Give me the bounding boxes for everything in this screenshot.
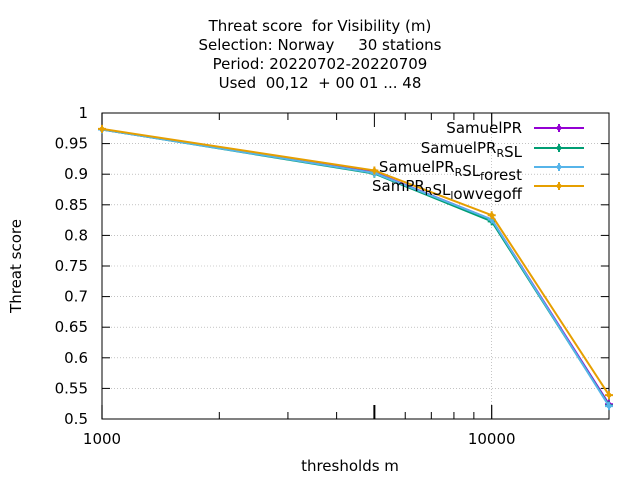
legend-marker	[556, 145, 562, 151]
y-tick-label: 0.5	[64, 410, 88, 428]
y-tick-label: 0.55	[55, 379, 88, 397]
legend-label: SamPRRSLlowvegoff	[372, 177, 523, 203]
y-tick-label: 0.95	[55, 135, 88, 153]
legend: SamuelPR SamuelPRRSLSamuelPRRSLforestSamP…	[372, 119, 584, 203]
data-point	[606, 403, 612, 409]
title-line-2: Selection: Norway 30 stations	[198, 36, 442, 54]
legend-entry-4: SamPRRSLlowvegoff	[372, 177, 584, 203]
x-tick-label: 10000	[468, 430, 516, 448]
legend-entry-1: SamuelPR	[446, 119, 584, 137]
title-line-4: Used 00,12 + 00 01 ... 48	[218, 74, 422, 92]
series-line	[101, 128, 610, 407]
data-point	[489, 212, 495, 218]
series-line	[101, 127, 610, 396]
y-tick-label: 0.65	[55, 318, 88, 336]
x-axis-label: thresholds m	[301, 457, 399, 475]
legend-marker	[556, 183, 562, 189]
legend-marker	[556, 164, 562, 170]
legend-entry-3: SamuelPRRSLforest	[379, 158, 584, 184]
series-layer	[98, 124, 613, 411]
y-tick-label: 0.7	[64, 288, 88, 306]
y-tick-label: 0.85	[55, 196, 88, 214]
axes: 0.5 0.55 0.6 0.65 0.7 0.75 0.8 0.85 0.9 0.95 1 1000…	[55, 104, 610, 448]
legend-marker	[556, 125, 562, 131]
series-4	[98, 124, 613, 400]
y-tick-label: 0.8	[64, 226, 88, 244]
data-point	[371, 168, 377, 173]
title-line-1: Threat score for Visibility (m)	[208, 17, 432, 35]
legend-label: SamuelPRRSLforest	[379, 158, 522, 184]
y-tick-label: 0.6	[64, 349, 88, 367]
y-tick-label: 0.75	[55, 257, 88, 275]
grid	[102, 113, 609, 419]
data-point	[606, 392, 612, 398]
plot-border	[101, 112, 610, 420]
legend-entry-2: SamuelPRRSL	[421, 139, 584, 161]
title-line-3: Period: 20220702-20220709	[212, 55, 428, 73]
legend-label: SamuelPRRSL	[421, 139, 523, 161]
data-point	[99, 126, 105, 132]
y-tick-label: 0.9	[64, 165, 88, 183]
y-axis-label: Threat score	[7, 219, 25, 314]
y-tick-label: 1	[78, 104, 88, 122]
x-tick-label: 1000	[83, 430, 121, 448]
legend-label: SamuelPR	[446, 119, 522, 137]
